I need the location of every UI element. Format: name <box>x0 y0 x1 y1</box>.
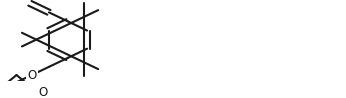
Text: O: O <box>39 86 48 98</box>
Text: O: O <box>27 69 36 82</box>
